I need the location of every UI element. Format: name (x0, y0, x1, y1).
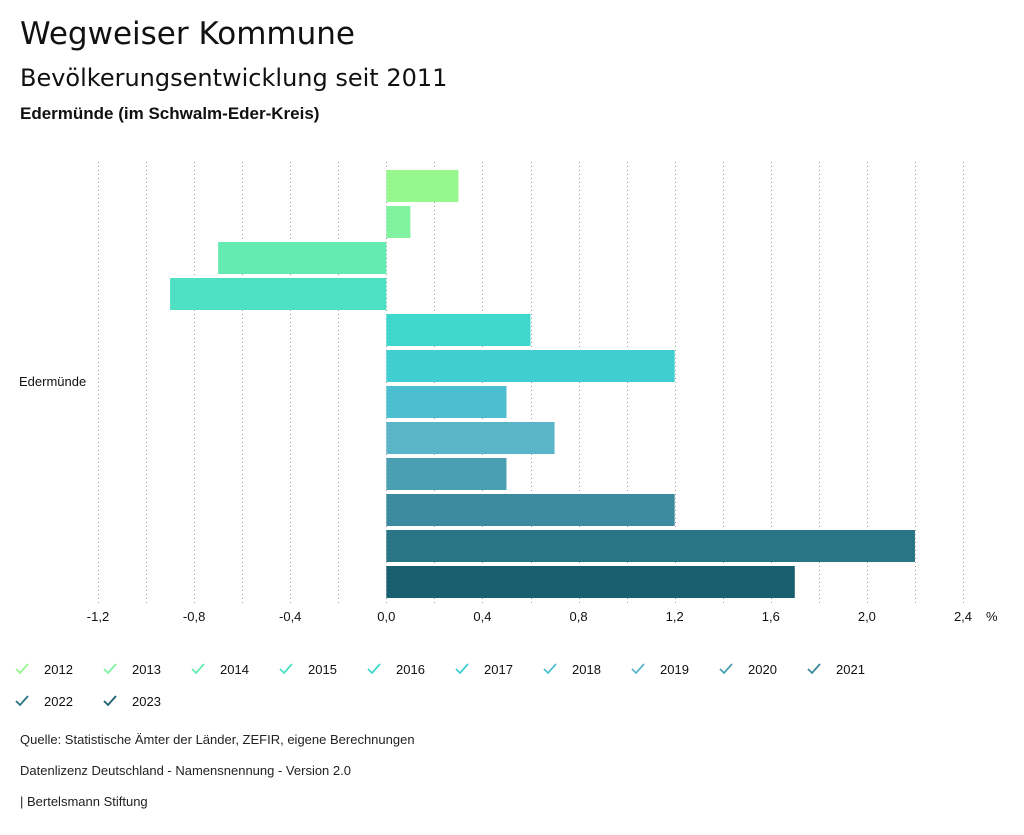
brand-note: | Bertelsmann Stiftung (20, 794, 148, 809)
checkmark-icon (807, 663, 821, 675)
checkmark-icon (367, 663, 381, 675)
checkmark-icon (455, 663, 469, 675)
legend-label: 2018 (572, 661, 601, 677)
x-axis: -1,2 -0,8 -0,4 0,0 0,4 0,8 1,2 1,6 2,0 2,4 (87, 609, 972, 624)
license-note: Datenlizenz Deutschland - Namensnennung … (20, 763, 351, 778)
legend-label: 2019 (660, 661, 689, 677)
legend-label: 2015 (308, 661, 337, 677)
legend-item-2015[interactable]: 2015 (278, 656, 337, 682)
bar-chart: -1,2 -0,8 -0,4 0,0 0,4 0,8 1,2 1,6 2,0 2,4 Edermü… (19, 162, 998, 624)
legend-item-2023[interactable]: 2023 (102, 688, 161, 714)
bar-2014[interactable] (218, 242, 387, 274)
bar-2013[interactable] (386, 206, 411, 238)
x-tick-label: 1,2 (666, 609, 684, 624)
x-tick-label: -1,2 (87, 609, 109, 624)
bar-2021[interactable] (386, 494, 675, 526)
legend-label: 2013 (132, 661, 161, 677)
checkmark-icon (719, 663, 733, 675)
legend-item-2022[interactable]: 2022 (14, 688, 73, 714)
bars (170, 170, 915, 598)
legend-item-2021[interactable]: 2021 (806, 656, 865, 682)
legend-item-2019[interactable]: 2019 (630, 656, 689, 682)
legend-label: 2023 (132, 693, 161, 709)
checkmark-icon (103, 663, 117, 675)
bar-2023[interactable] (386, 566, 795, 598)
region-label: Edermünde (im Schwalm-Eder-Kreis) (20, 104, 320, 123)
checkmark-icon (15, 695, 29, 707)
legend-label: 2014 (220, 661, 249, 677)
checkmark-icon (103, 695, 117, 707)
source-note: Quelle: Statistische Ämter der Länder, Z… (20, 732, 415, 747)
legend-label: 2022 (44, 693, 73, 709)
legend-item-2016[interactable]: 2016 (366, 656, 425, 682)
legend-item-2018[interactable]: 2018 (542, 656, 601, 682)
checkmark-icon (631, 663, 645, 675)
bar-2019[interactable] (386, 422, 555, 454)
chart-subtitle: Bevölkerungsentwicklung seit 2011 (20, 64, 448, 92)
x-tick-label: 2,4 (954, 609, 972, 624)
x-tick-label: 1,6 (762, 609, 780, 624)
category-label: Edermünde (19, 374, 86, 389)
legend-label: 2021 (836, 661, 865, 677)
checkmark-icon (191, 663, 205, 675)
x-tick-label: 0,8 (570, 609, 588, 624)
bar-2022[interactable] (386, 530, 915, 562)
checkmark-icon (279, 663, 293, 675)
legend-label: 2017 (484, 661, 513, 677)
bar-2020[interactable] (386, 458, 507, 490)
bar-2018[interactable] (386, 386, 507, 418)
legend-label: 2016 (396, 661, 425, 677)
x-tick-label: 0,0 (377, 609, 395, 624)
x-tick-label: 2,0 (858, 609, 876, 624)
checkmark-icon (15, 663, 29, 675)
x-tick-label: 0,4 (473, 609, 491, 624)
bar-2012[interactable] (386, 170, 459, 202)
checkmark-icon (543, 663, 557, 675)
bar-2016[interactable] (386, 314, 531, 346)
legend-item-2017[interactable]: 2017 (454, 656, 513, 682)
axis-unit-label: % (986, 609, 998, 624)
page-title: Wegweiser Kommune (20, 16, 355, 52)
legend-label: 2012 (44, 661, 73, 677)
legend-item-2013[interactable]: 2013 (102, 656, 161, 682)
legend-item-2012[interactable]: 2012 (14, 656, 73, 682)
x-tick-label: -0,4 (279, 609, 301, 624)
legend-item-2014[interactable]: 2014 (190, 656, 249, 682)
bar-2015[interactable] (170, 278, 387, 310)
bar-2017[interactable] (386, 350, 675, 382)
x-tick-label: -0,8 (183, 609, 205, 624)
legend-label: 2020 (748, 661, 777, 677)
legend-item-2020[interactable]: 2020 (718, 656, 777, 682)
